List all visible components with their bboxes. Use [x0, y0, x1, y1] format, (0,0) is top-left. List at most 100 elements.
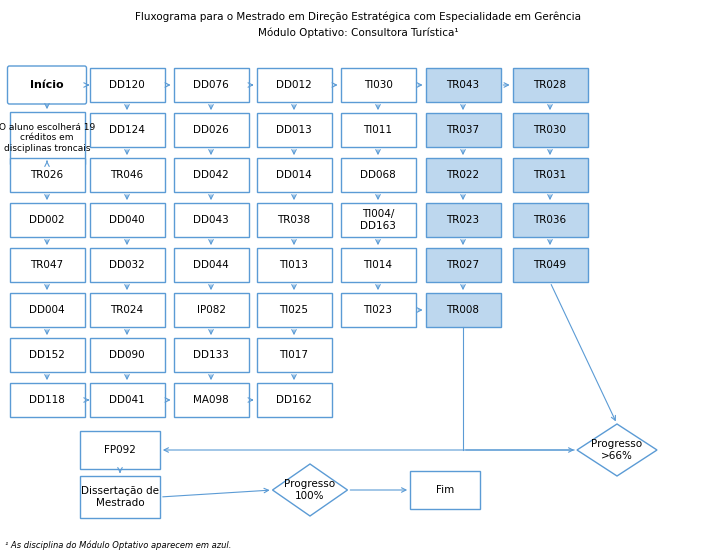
Text: DD068: DD068 — [360, 170, 396, 180]
FancyBboxPatch shape — [9, 383, 84, 417]
Text: TR030: TR030 — [533, 125, 566, 135]
Text: DD014: DD014 — [276, 170, 312, 180]
FancyBboxPatch shape — [80, 431, 160, 469]
FancyBboxPatch shape — [425, 203, 500, 237]
Polygon shape — [577, 424, 657, 476]
Text: DD043: DD043 — [193, 215, 229, 225]
Text: DD120: DD120 — [109, 80, 145, 90]
Text: TI017: TI017 — [279, 350, 309, 360]
FancyBboxPatch shape — [425, 293, 500, 327]
Polygon shape — [273, 464, 347, 516]
FancyBboxPatch shape — [90, 113, 165, 147]
Text: TR008: TR008 — [447, 305, 480, 315]
Text: TI004/
DD163: TI004/ DD163 — [360, 209, 396, 231]
Text: Dissertação de
Mestrado: Dissertação de Mestrado — [81, 486, 159, 508]
Text: TR024: TR024 — [110, 305, 144, 315]
FancyBboxPatch shape — [256, 248, 332, 282]
Text: DD152: DD152 — [29, 350, 65, 360]
Text: DD133: DD133 — [193, 350, 229, 360]
Text: TR022: TR022 — [447, 170, 480, 180]
FancyBboxPatch shape — [173, 383, 248, 417]
FancyBboxPatch shape — [513, 203, 588, 237]
Text: DD004: DD004 — [29, 305, 65, 315]
FancyBboxPatch shape — [341, 158, 415, 192]
Text: DD090: DD090 — [109, 350, 145, 360]
FancyBboxPatch shape — [256, 203, 332, 237]
Text: Fluxograma para o Mestrado em Direção Estratégica com Especialidade em Gerência: Fluxograma para o Mestrado em Direção Es… — [135, 12, 581, 22]
FancyBboxPatch shape — [173, 248, 248, 282]
Text: DD040: DD040 — [109, 215, 145, 225]
FancyBboxPatch shape — [425, 158, 500, 192]
Text: TR043: TR043 — [447, 80, 480, 90]
Text: TI014: TI014 — [364, 260, 392, 270]
FancyBboxPatch shape — [90, 383, 165, 417]
Text: DD076: DD076 — [193, 80, 229, 90]
FancyBboxPatch shape — [425, 113, 500, 147]
FancyBboxPatch shape — [90, 158, 165, 192]
Text: DD032: DD032 — [109, 260, 145, 270]
FancyBboxPatch shape — [513, 248, 588, 282]
FancyBboxPatch shape — [9, 293, 84, 327]
FancyBboxPatch shape — [173, 68, 248, 102]
FancyBboxPatch shape — [256, 158, 332, 192]
Text: DD012: DD012 — [276, 80, 312, 90]
FancyBboxPatch shape — [90, 248, 165, 282]
FancyBboxPatch shape — [90, 293, 165, 327]
FancyBboxPatch shape — [341, 203, 415, 237]
Text: TI023: TI023 — [364, 305, 392, 315]
FancyBboxPatch shape — [410, 471, 480, 509]
FancyBboxPatch shape — [173, 203, 248, 237]
FancyBboxPatch shape — [256, 293, 332, 327]
Text: TR049: TR049 — [533, 260, 566, 270]
Text: DD041: DD041 — [109, 395, 145, 405]
Text: DD042: DD042 — [193, 170, 229, 180]
Text: TR026: TR026 — [31, 170, 64, 180]
Text: Fim: Fim — [436, 485, 454, 495]
Text: DD044: DD044 — [193, 260, 229, 270]
Text: TI025: TI025 — [279, 305, 309, 315]
FancyBboxPatch shape — [513, 158, 588, 192]
Text: DD002: DD002 — [29, 215, 65, 225]
Text: TR031: TR031 — [533, 170, 566, 180]
Text: TR028: TR028 — [533, 80, 566, 90]
FancyBboxPatch shape — [173, 293, 248, 327]
Text: Progresso
100%: Progresso 100% — [284, 479, 336, 501]
Text: DD162: DD162 — [276, 395, 312, 405]
FancyBboxPatch shape — [7, 66, 87, 104]
Text: O aluno escolherá 19
créditos em
disciplinas troncais: O aluno escolherá 19 créditos em discipl… — [0, 123, 95, 153]
FancyBboxPatch shape — [173, 113, 248, 147]
Text: Início: Início — [30, 80, 64, 90]
Text: ¹ As disciplina do Módulo Optativo aparecem em azul.: ¹ As disciplina do Módulo Optativo apare… — [5, 541, 231, 550]
FancyBboxPatch shape — [90, 338, 165, 372]
Text: Progresso
>66%: Progresso >66% — [591, 439, 642, 461]
Text: TR038: TR038 — [277, 215, 311, 225]
Text: FP092: FP092 — [104, 445, 136, 455]
FancyBboxPatch shape — [9, 338, 84, 372]
FancyBboxPatch shape — [341, 293, 415, 327]
FancyBboxPatch shape — [425, 68, 500, 102]
FancyBboxPatch shape — [9, 112, 84, 164]
FancyBboxPatch shape — [256, 338, 332, 372]
FancyBboxPatch shape — [256, 68, 332, 102]
FancyBboxPatch shape — [80, 476, 160, 518]
FancyBboxPatch shape — [9, 158, 84, 192]
Text: TI030: TI030 — [364, 80, 392, 90]
Text: MA098: MA098 — [193, 395, 229, 405]
Text: TR036: TR036 — [533, 215, 566, 225]
FancyBboxPatch shape — [256, 113, 332, 147]
Text: TR037: TR037 — [447, 125, 480, 135]
FancyBboxPatch shape — [173, 338, 248, 372]
Text: TR047: TR047 — [31, 260, 64, 270]
Text: TI011: TI011 — [364, 125, 392, 135]
Text: TI013: TI013 — [279, 260, 309, 270]
FancyBboxPatch shape — [341, 248, 415, 282]
FancyBboxPatch shape — [513, 68, 588, 102]
Text: DD026: DD026 — [193, 125, 229, 135]
Text: DD118: DD118 — [29, 395, 65, 405]
Text: TR046: TR046 — [110, 170, 144, 180]
FancyBboxPatch shape — [90, 68, 165, 102]
FancyBboxPatch shape — [9, 248, 84, 282]
FancyBboxPatch shape — [425, 248, 500, 282]
Text: TR027: TR027 — [447, 260, 480, 270]
Text: Módulo Optativo: Consultora Turística¹: Módulo Optativo: Consultora Turística¹ — [258, 28, 458, 39]
